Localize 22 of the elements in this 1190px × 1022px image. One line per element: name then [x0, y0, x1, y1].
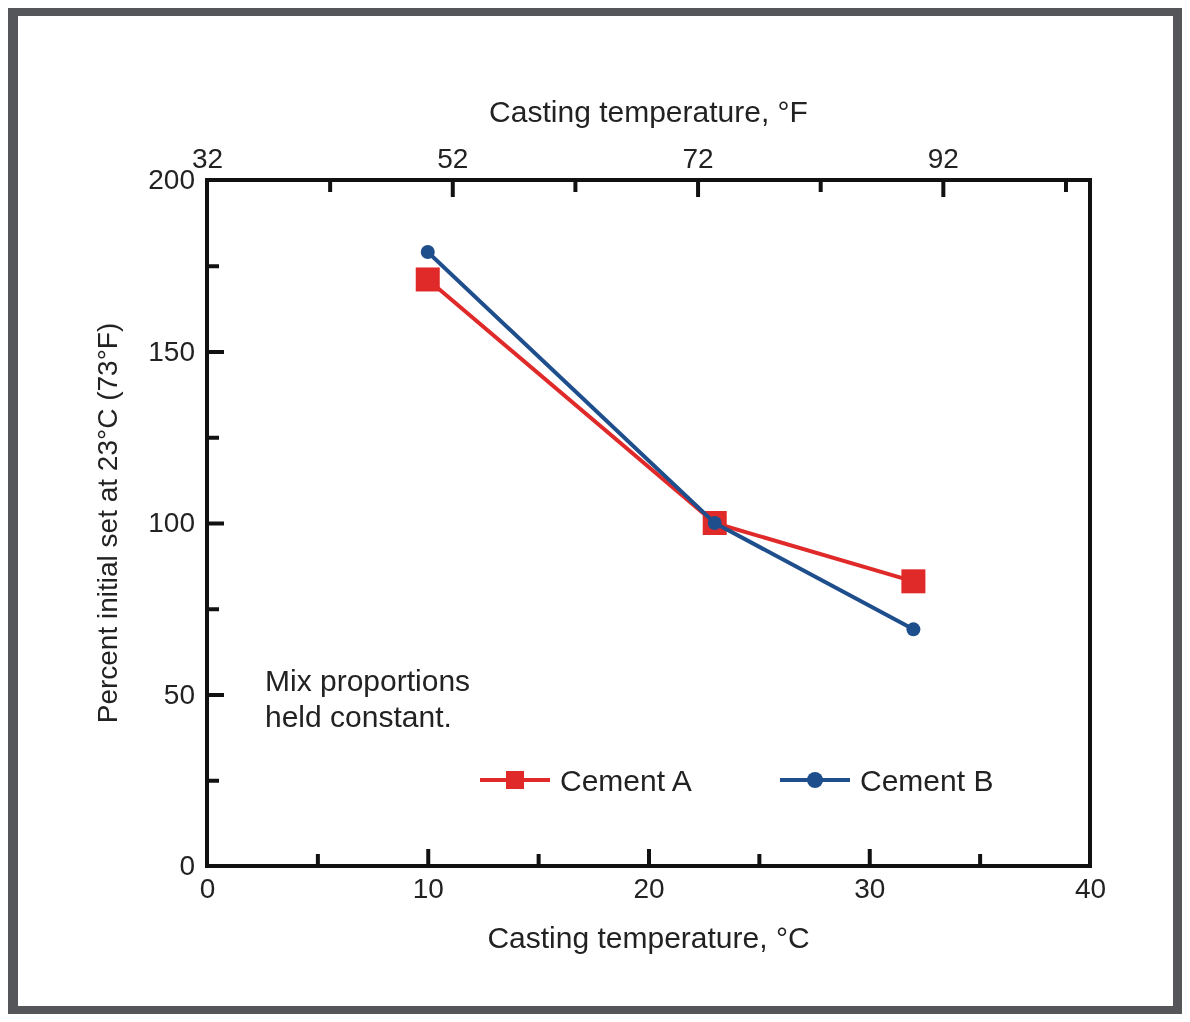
- point: [420, 245, 435, 260]
- x2-tick-label: 92: [927, 143, 959, 174]
- point: [901, 569, 926, 594]
- y-tick-label: 0: [179, 850, 195, 882]
- x-tick-label: 40: [1074, 872, 1107, 904]
- legend-label: Cement B: [860, 764, 994, 797]
- x2-tick-label: 52: [437, 143, 469, 174]
- y-tick-label: 100: [148, 507, 195, 539]
- x-tick-label: 20: [633, 872, 665, 904]
- legend-label: Cement A: [560, 764, 692, 797]
- x-tick-label: 30: [854, 872, 886, 904]
- x-tick-label: 10: [412, 872, 444, 904]
- x-tick-label: 0: [199, 872, 216, 904]
- x2-tick-label: 72: [682, 143, 714, 174]
- point: [415, 267, 440, 292]
- x-axis-title: Casting temperature, °C: [487, 921, 810, 954]
- y-axis-title: Percent initial set at 23°C (73°F): [92, 322, 123, 724]
- point: [906, 622, 921, 637]
- y-tick-label: 150: [148, 335, 195, 367]
- annotation: Mix proportions held constant.: [265, 664, 471, 733]
- y-tick-label: 50: [163, 678, 195, 710]
- x2-axis-title: Casting temperature, °F: [489, 95, 808, 128]
